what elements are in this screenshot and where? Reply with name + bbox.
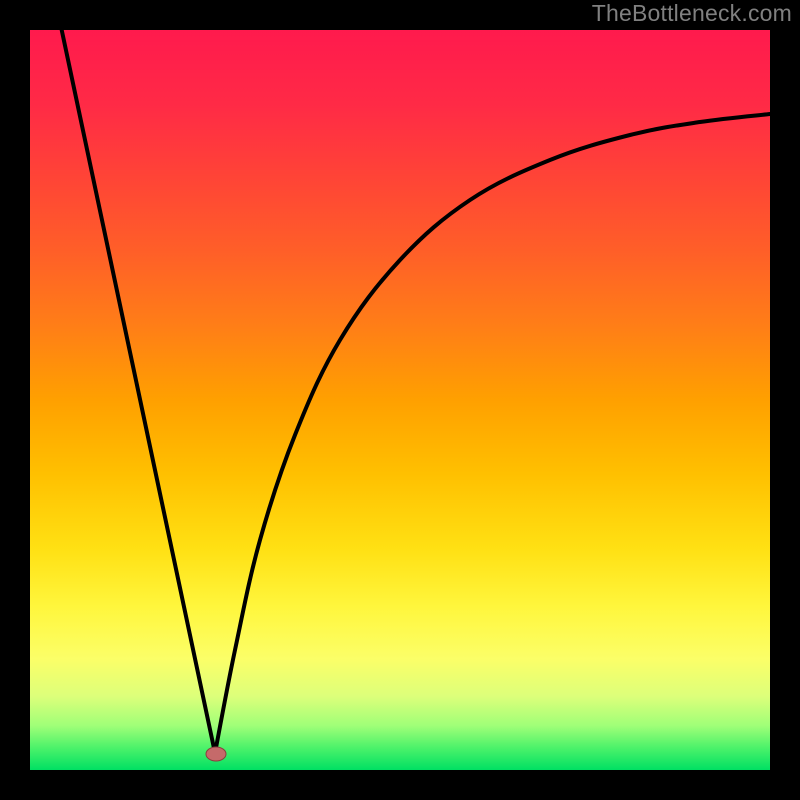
watermark-text: TheBottleneck.com [592, 0, 792, 27]
minimum-marker [206, 747, 226, 761]
chart-container: TheBottleneck.com [0, 0, 800, 800]
bottleneck-chart [0, 0, 800, 800]
